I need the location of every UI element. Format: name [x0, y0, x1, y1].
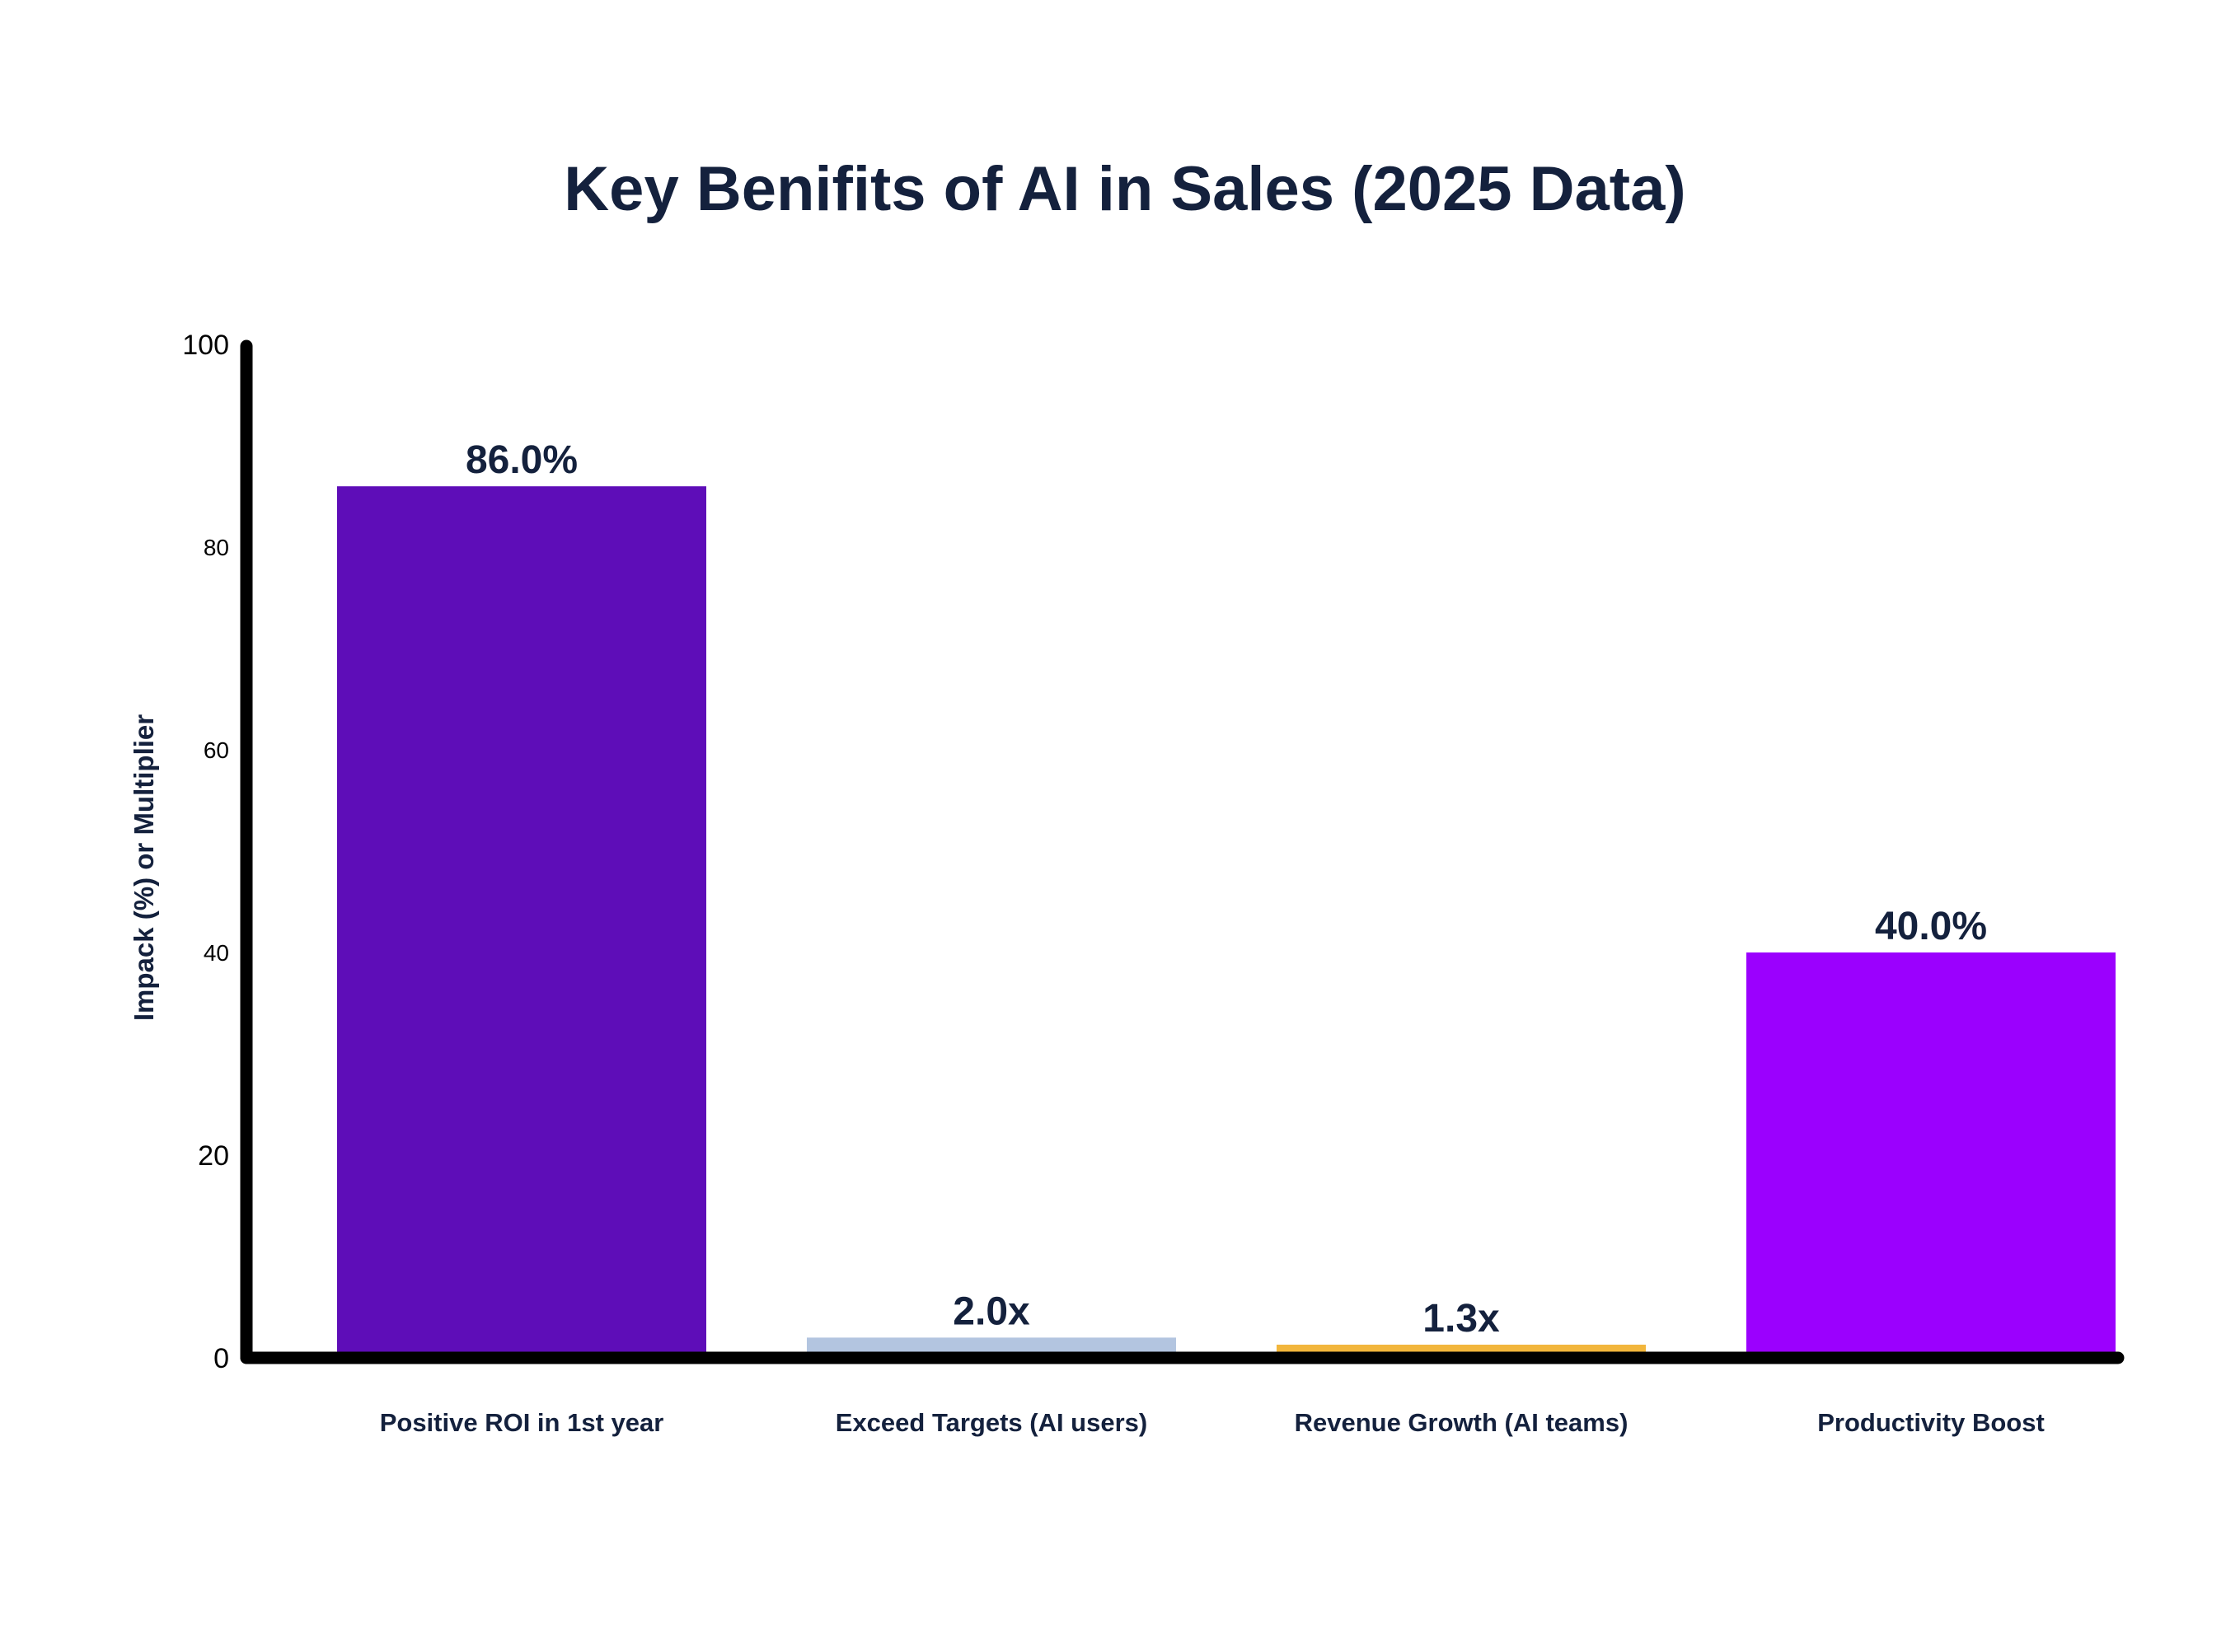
data-label-3: 40.0% — [1875, 905, 1987, 948]
y-axis-label: Impack (%) or Multiplier — [129, 714, 159, 1021]
chart-title: Key Benifits of AI in Sales (2025 Data) — [564, 154, 1685, 224]
x-tick-label-2: Revenue Growth (AI teams) — [1295, 1408, 1628, 1437]
y-tick-label-3: 60 — [204, 737, 229, 763]
x-tick-label-3: Productivity Boost — [1817, 1408, 2045, 1437]
y-tick-label-2: 40 — [204, 940, 229, 966]
bar-3 — [1746, 952, 2116, 1358]
bar-0 — [337, 486, 706, 1359]
y-tick-label-1: 20 — [198, 1140, 229, 1172]
data-label-2: 1.3x — [1422, 1297, 1500, 1341]
x-tick-label-1: Exceed Targets (AI users) — [836, 1408, 1147, 1437]
y-tick-label-4: 80 — [204, 535, 229, 560]
y-tick-label-5: 100 — [182, 330, 229, 361]
data-label-0: 86.0% — [466, 438, 578, 482]
y-tick-label-0: 0 — [213, 1343, 229, 1374]
data-label-1: 2.0x — [953, 1289, 1030, 1333]
x-tick-label-0: Positive ROI in 1st year — [380, 1408, 664, 1437]
